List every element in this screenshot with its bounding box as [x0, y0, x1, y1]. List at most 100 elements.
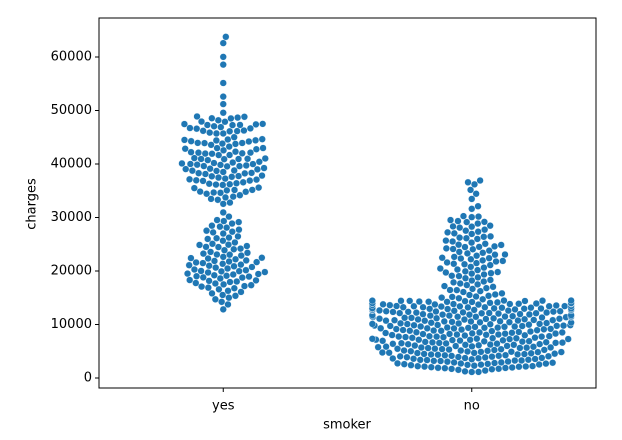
point	[231, 140, 240, 148]
point	[214, 243, 223, 251]
point	[210, 257, 219, 265]
point	[261, 268, 269, 276]
point	[506, 335, 514, 343]
point	[476, 176, 484, 185]
point	[420, 363, 429, 371]
point	[226, 198, 234, 207]
point	[200, 139, 209, 147]
point	[448, 352, 456, 360]
point	[485, 309, 493, 317]
point	[434, 321, 442, 329]
point	[459, 288, 467, 296]
point	[506, 300, 514, 308]
point	[213, 250, 221, 259]
point	[432, 307, 440, 316]
point	[243, 249, 252, 257]
point	[465, 311, 474, 319]
point	[420, 350, 428, 358]
point	[481, 240, 489, 248]
point	[454, 366, 462, 374]
point	[476, 287, 484, 295]
point	[442, 244, 450, 252]
point	[416, 356, 424, 364]
point	[468, 342, 476, 350]
point	[481, 226, 489, 234]
point	[261, 154, 269, 163]
point	[186, 124, 194, 132]
point	[543, 319, 551, 327]
point	[455, 241, 463, 249]
point	[468, 298, 476, 306]
point	[456, 234, 464, 242]
point	[226, 251, 234, 259]
point	[495, 365, 503, 373]
point	[508, 329, 516, 337]
y-axis-label: charges	[25, 178, 40, 230]
point	[200, 162, 208, 170]
point	[511, 322, 519, 331]
point	[534, 348, 542, 356]
point	[204, 254, 212, 263]
point	[208, 240, 217, 248]
point	[368, 335, 376, 343]
point	[246, 124, 254, 132]
point	[210, 159, 218, 167]
y-tick-label: 40000	[51, 156, 92, 171]
point	[468, 269, 476, 278]
point	[411, 341, 419, 350]
point	[188, 167, 196, 175]
point	[225, 151, 234, 159]
point	[468, 195, 476, 203]
point	[204, 156, 212, 164]
point	[212, 181, 220, 189]
point	[480, 337, 488, 345]
point	[440, 282, 449, 290]
point	[538, 333, 546, 341]
point	[419, 303, 427, 311]
point	[400, 360, 408, 368]
point	[190, 184, 198, 192]
point	[468, 276, 476, 285]
y-tick-label: 50000	[51, 103, 92, 118]
point	[417, 322, 425, 331]
point	[490, 304, 498, 312]
point	[230, 284, 238, 292]
point	[192, 176, 200, 184]
point	[448, 318, 456, 326]
point	[237, 251, 245, 260]
point	[196, 188, 204, 196]
point	[181, 145, 189, 153]
point	[192, 279, 200, 287]
point	[389, 354, 397, 363]
point	[193, 161, 201, 169]
point	[456, 337, 464, 345]
point	[197, 117, 206, 126]
point	[368, 297, 376, 305]
point	[468, 205, 476, 213]
point	[549, 316, 557, 324]
point	[461, 367, 469, 375]
point	[230, 245, 238, 253]
point	[466, 186, 475, 194]
point	[542, 360, 550, 368]
point	[461, 331, 469, 340]
point	[219, 291, 227, 299]
point	[469, 245, 477, 253]
point	[508, 363, 516, 372]
point	[190, 154, 198, 162]
point	[448, 336, 456, 344]
point	[547, 343, 555, 352]
point	[412, 309, 420, 317]
point	[430, 326, 438, 335]
point	[406, 327, 414, 335]
point	[221, 175, 229, 183]
point	[449, 300, 458, 308]
point	[210, 271, 218, 279]
point	[482, 315, 490, 323]
point	[182, 165, 190, 173]
point	[226, 180, 234, 188]
point	[504, 307, 512, 315]
point	[190, 265, 199, 274]
point	[202, 227, 211, 235]
